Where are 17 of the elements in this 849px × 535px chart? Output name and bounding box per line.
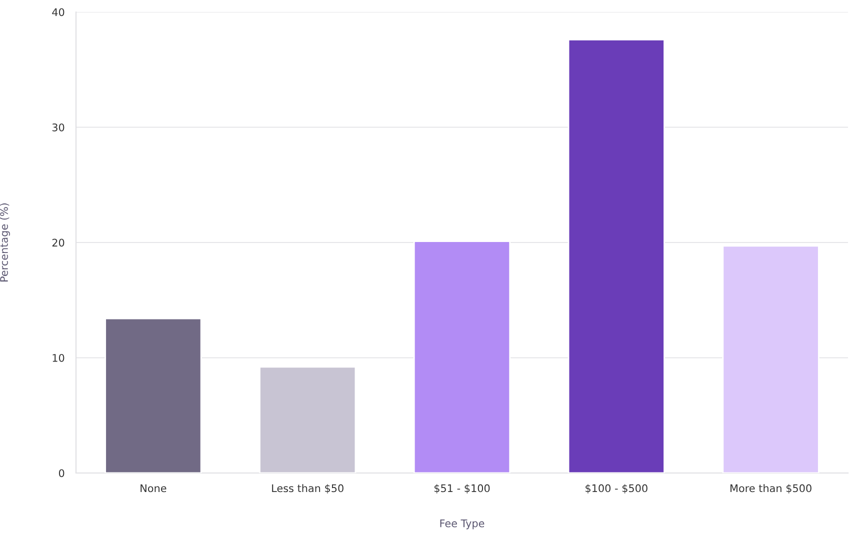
y-tick-label: 20	[52, 238, 64, 247]
y-tick-label: 10	[52, 354, 64, 362]
x-axis-title: Fee Type	[440, 520, 484, 530]
bar	[568, 38, 665, 473]
bar	[259, 366, 356, 473]
y-tick-label: 0	[58, 469, 64, 478]
x-tick-label: None	[140, 484, 166, 492]
bar	[722, 245, 820, 473]
y-tick-label: 40	[52, 8, 64, 16]
x-tick-label: $100 - $500	[586, 484, 648, 494]
x-tick-label: Less than $50	[272, 484, 344, 494]
bar	[104, 318, 202, 473]
y-tick-label: 30	[52, 123, 64, 132]
bar	[413, 240, 511, 473]
y-axis-title: Percentage (%)	[0, 203, 10, 282]
x-tick-label: $51 - $100	[434, 484, 490, 494]
x-tick-label: More than $500	[730, 484, 812, 494]
